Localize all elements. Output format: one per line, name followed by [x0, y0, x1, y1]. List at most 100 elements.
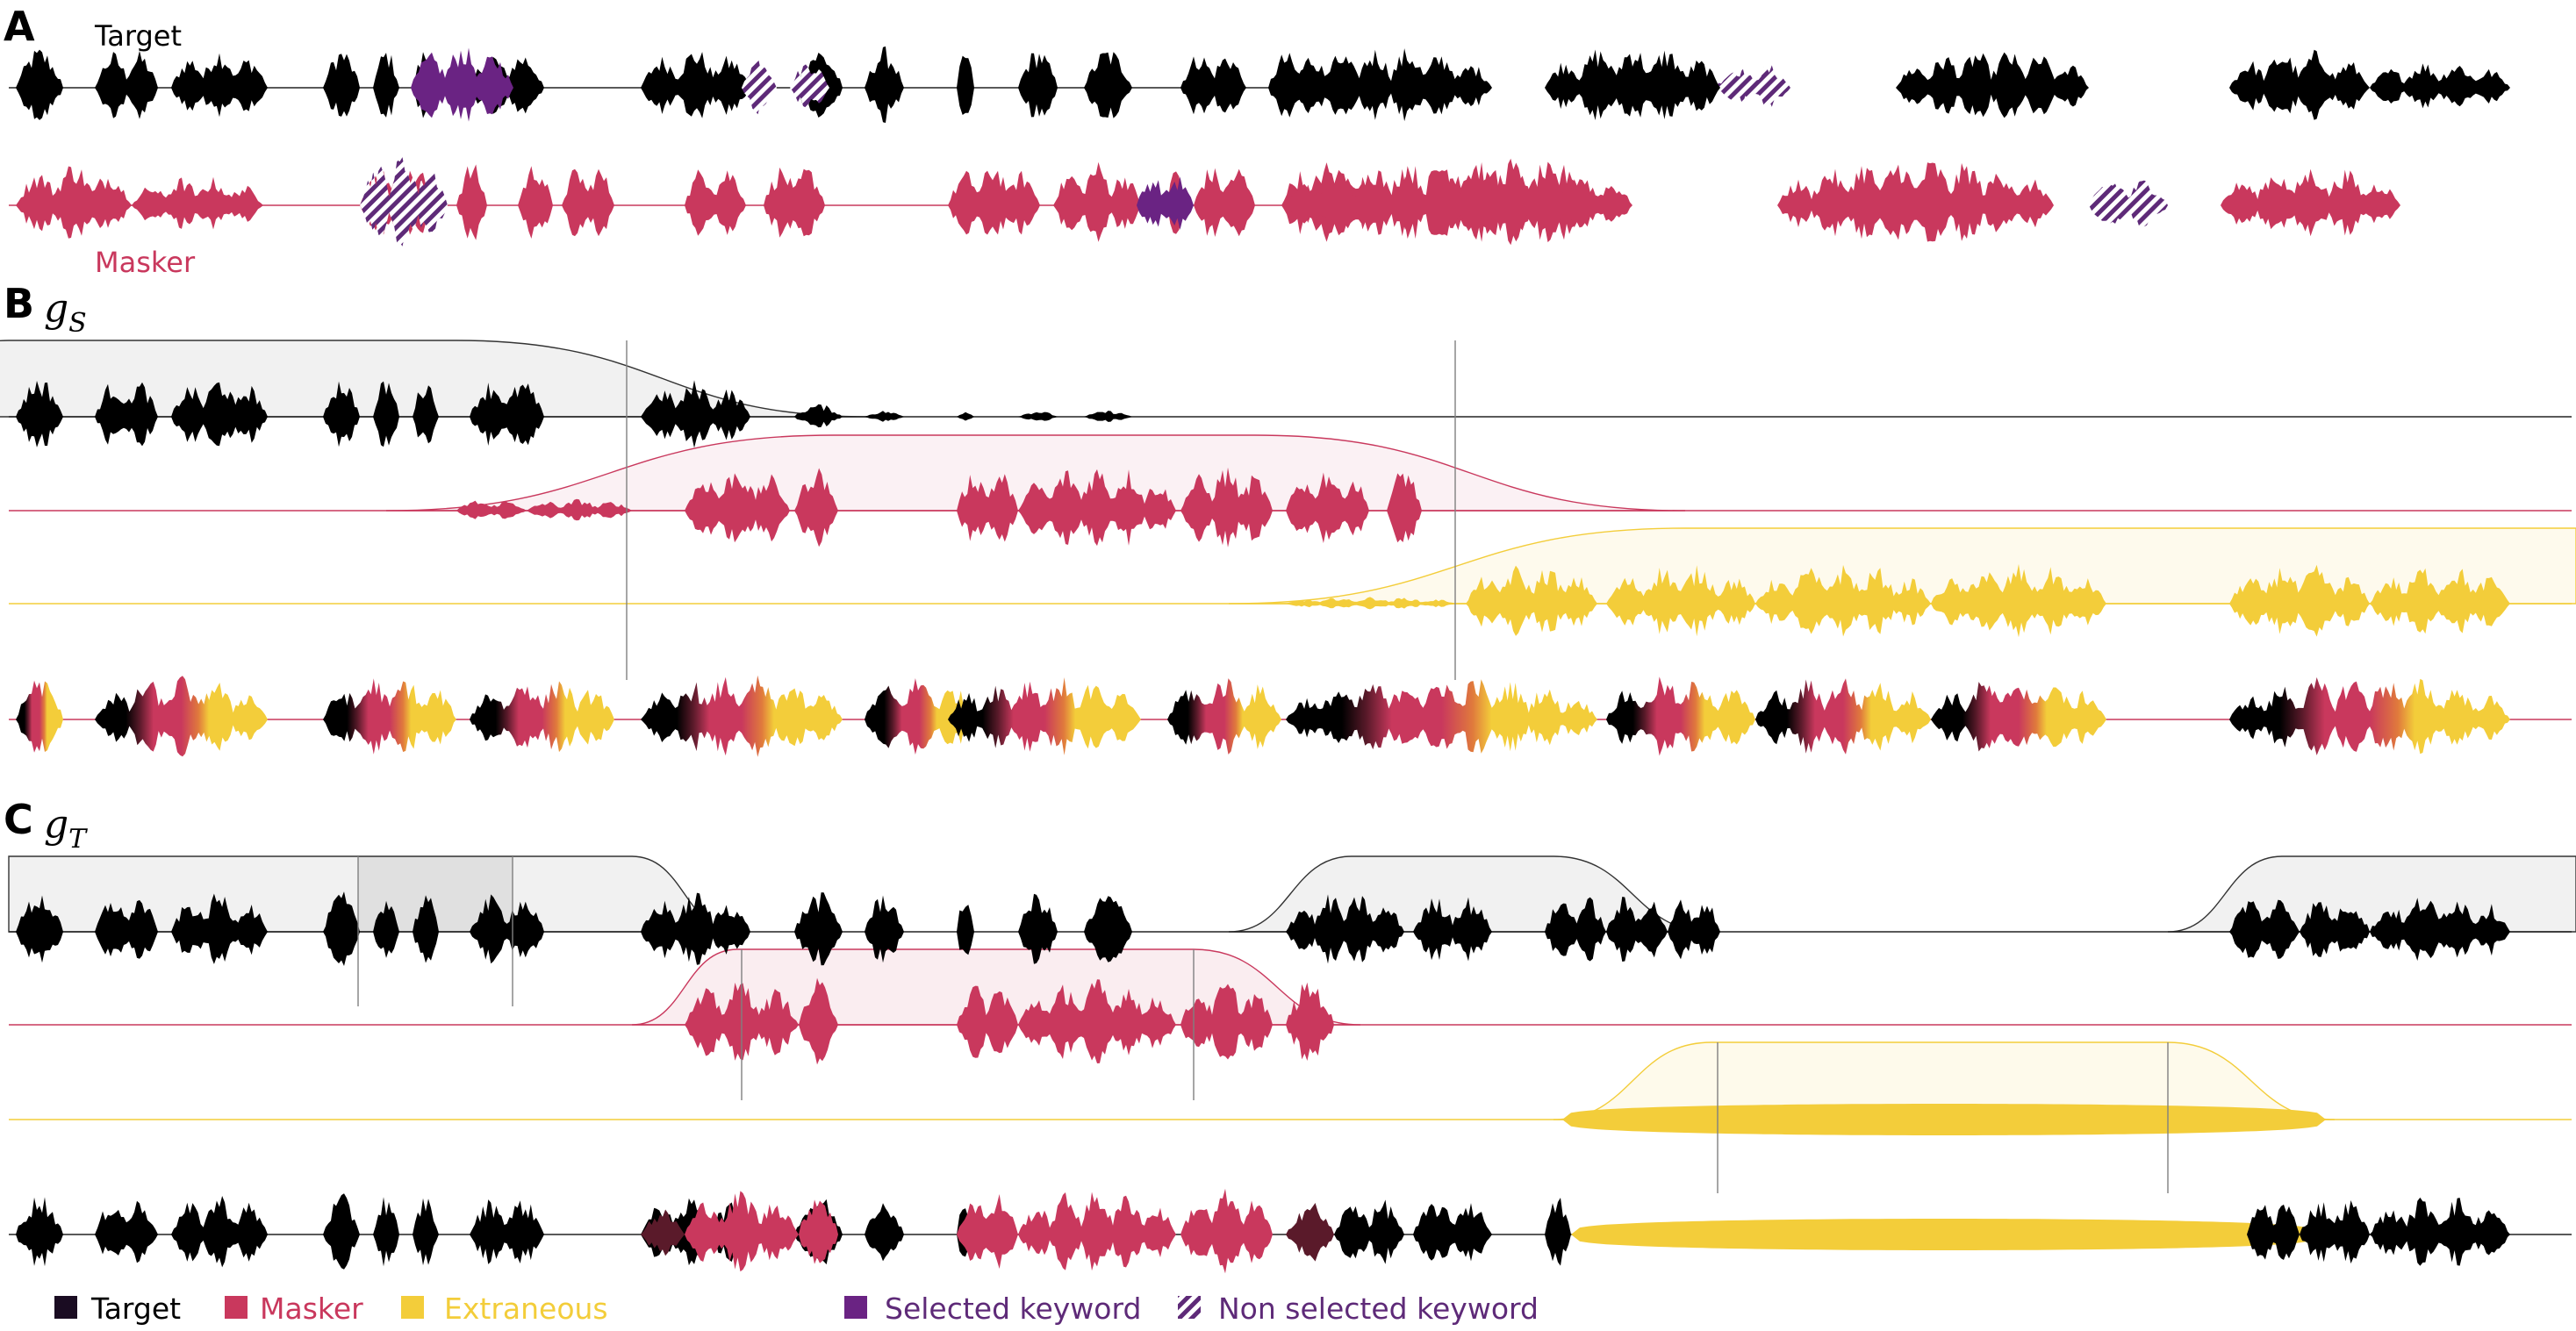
- panel-b-target-word: [95, 382, 158, 447]
- panel-a-target-word: [865, 46, 904, 123]
- panel-a-masker-word: [764, 167, 825, 238]
- panel-b-target-word: [865, 411, 904, 422]
- panel-a-target-word: [957, 55, 974, 115]
- panel-b-mix-word: [1755, 678, 1931, 755]
- panel-a-target-word: [95, 50, 158, 119]
- panel-c-mix-target-word: [373, 1197, 399, 1267]
- panel-c-mix-masker-word: [1018, 1191, 1176, 1271]
- panel-c-target-word: [2229, 899, 2300, 959]
- panel-b-target-word: [16, 381, 63, 447]
- panel-a-target-word: [373, 53, 399, 118]
- panel-b-target-word: [641, 380, 750, 448]
- panel-c-mix-target-word: [1413, 1203, 1492, 1262]
- panel-c-target-word: [1413, 897, 1492, 962]
- legend-target-label: Target: [90, 1292, 181, 1326]
- panel-b-target-word: [323, 381, 360, 447]
- panel-a-masker-word: [16, 166, 132, 239]
- panel-b-mix-word: [641, 675, 843, 757]
- masker-label: Masker: [95, 246, 196, 279]
- panel-c-mix-extraneous-band: [1571, 1219, 2317, 1250]
- panel-c-mix-target-word: [1334, 1199, 1404, 1264]
- panel-b-target-word: [1018, 411, 1058, 421]
- panel-c-mix-target-word: [323, 1193, 360, 1270]
- panel-c-sub: T: [68, 824, 88, 855]
- panel-c-target-word: [171, 893, 268, 964]
- panel-c-target-word: [1545, 897, 1606, 962]
- panel-c-mix-masker-word: [957, 1194, 1018, 1270]
- legend-target-swatch: [54, 1296, 77, 1319]
- panel-b-target-word: [470, 383, 544, 446]
- panel-b-mix-word: [1286, 679, 1597, 754]
- panel-b-masker-word: [794, 468, 838, 547]
- panel-a-masker-word: [1194, 168, 1255, 237]
- panel-b-target-word: [171, 382, 268, 447]
- panel-c-mix-blend-word: [641, 1209, 685, 1256]
- panel-a-target-nonselected-keyword: [742, 56, 777, 115]
- panel-c-target-word: [413, 895, 439, 963]
- panel-a-masker-word: [1777, 162, 2054, 242]
- panel-b-mix-word: [865, 678, 974, 755]
- legend-nonselected-label: Non selected keyword: [1218, 1292, 1539, 1326]
- panel-c-mix-blend-word: [1286, 1203, 1334, 1262]
- panel-c-mix-target-word: [95, 1200, 158, 1263]
- panel-c-extraneous-band: [1562, 1104, 2326, 1135]
- panel-c-mix-target-word: [16, 1197, 63, 1267]
- panel-c-target-word: [2300, 902, 2370, 957]
- panel-c-mix-target-word: [470, 1199, 544, 1264]
- legend-masker-label: Masker: [260, 1292, 363, 1326]
- panel-c-mix-masker-word: [799, 1199, 838, 1264]
- legend-selected-swatch: [844, 1296, 867, 1319]
- panel-c-function: gT: [44, 802, 88, 855]
- panel-a-target-nonselected-keyword: [1716, 65, 1790, 107]
- panel-a-letter: A: [4, 3, 35, 50]
- panel-b-mix-word: [1167, 678, 1281, 755]
- panel-a-target-nonselected-keyword: [790, 64, 829, 108]
- panel-b-masker-word: [527, 498, 632, 521]
- panel-b-extraneous-word: [1755, 564, 1931, 637]
- panel-b-target-word: [794, 404, 843, 428]
- panel-c-target-word: [323, 891, 360, 966]
- panel-a-target-selected-keyword: [411, 47, 513, 122]
- panel-a-masker-word: [1053, 161, 1141, 242]
- legend-extraneous-swatch: [401, 1296, 424, 1319]
- panel-b-letter: B: [4, 280, 34, 327]
- panel-a-masker-nonselected-keyword: [2089, 180, 2168, 227]
- panel-c-mix-target-word: [2247, 1204, 2300, 1260]
- panel-b-mix-word: [470, 681, 614, 753]
- waveforms: [16, 46, 2510, 1274]
- legend-extraneous-label: Extraneous: [444, 1292, 608, 1326]
- panel-c-target-word: [794, 892, 843, 966]
- legend-masker-swatch: [225, 1296, 248, 1319]
- panel-c-mix-target-word: [171, 1196, 268, 1268]
- panel-b-masker-word: [957, 474, 1018, 542]
- panel-c-letter: C: [4, 796, 33, 843]
- panel-b-func: g: [44, 286, 68, 331]
- panel-b-sub: S: [68, 308, 87, 339]
- panel-a-masker-word: [456, 164, 487, 240]
- panel-b-extraneous-envelope: [1228, 527, 2576, 605]
- panel-c-target-word: [1018, 893, 1058, 964]
- panel-a-masker-word: [518, 166, 553, 239]
- panel-c-mix-target-word: [865, 1203, 904, 1262]
- panel-a-target-word: [1084, 52, 1132, 118]
- panel-c-target-word: [865, 895, 904, 963]
- panel-b-extraneous-word: [2229, 564, 2370, 637]
- panel-a-masker-nonselected-keyword: [360, 157, 448, 247]
- panel-b-mix-word: [948, 677, 1141, 755]
- panel-b-extraneous-word: [1606, 565, 1755, 637]
- panel-a-masker-word: [2221, 168, 2400, 237]
- legend-nonselected-swatch: [1178, 1296, 1201, 1319]
- target-label: Target: [94, 19, 182, 53]
- panel-c-mix-target-word: [413, 1198, 439, 1266]
- panel-c-target-word: [16, 895, 63, 963]
- panel-b-target-word: [373, 381, 399, 447]
- panel-b-masker-word: [1286, 472, 1369, 543]
- panel-c-target-word: [641, 892, 750, 965]
- panel-b-masker-word: [456, 500, 527, 519]
- panel-c-target-word: [95, 899, 158, 959]
- panel-a-target-word: [2229, 49, 2370, 120]
- panel-b-function: gS: [44, 286, 87, 339]
- legend-selected-label: Selected keyword: [885, 1292, 1141, 1326]
- panel-a-target-word: [1180, 56, 1246, 115]
